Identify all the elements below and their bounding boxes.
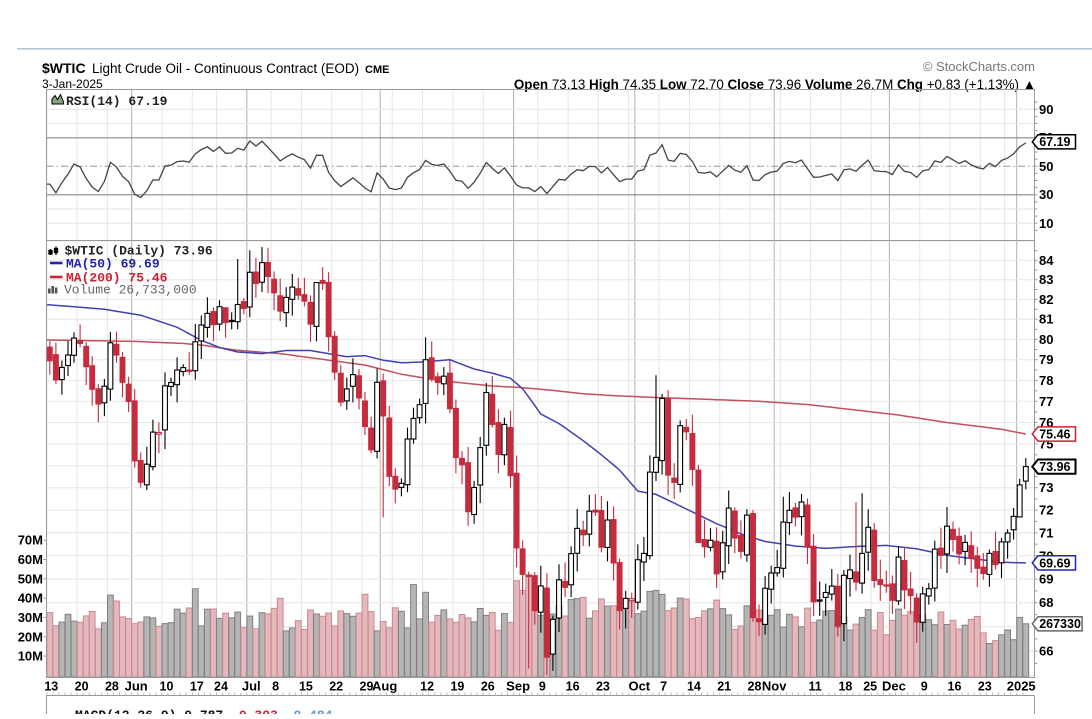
svg-text:84: 84 (1039, 253, 1054, 268)
svg-text:9: 9 (921, 680, 928, 694)
svg-text:7: 7 (660, 680, 667, 694)
svg-text:10: 10 (1039, 216, 1053, 231)
svg-text:Dec: Dec (882, 679, 906, 694)
svg-text:Sep: Sep (506, 679, 530, 694)
svg-text:13: 13 (44, 680, 58, 694)
svg-text:16: 16 (566, 680, 580, 694)
svg-text:75.46: 75.46 (1039, 427, 1070, 441)
svg-text:18: 18 (838, 680, 852, 694)
svg-text:Volume 26,733,000: Volume 26,733,000 (64, 283, 197, 298)
svg-text:Nov: Nov (762, 679, 787, 694)
svg-text:28: 28 (748, 680, 762, 694)
svg-text:28: 28 (105, 680, 119, 694)
svg-text:72: 72 (1039, 503, 1053, 518)
svg-text:25: 25 (863, 680, 877, 694)
svg-text:81: 81 (1039, 312, 1053, 327)
svg-text:Open 73.13 High 74.35 Low 72.7: Open 73.13 High 74.35 Low 72.70 Close 73… (514, 77, 1036, 92)
svg-text:17: 17 (190, 680, 204, 694)
svg-text:78: 78 (1039, 373, 1053, 388)
svg-text:22: 22 (329, 680, 343, 694)
svg-text:77: 77 (1039, 394, 1053, 409)
svg-text:Aug: Aug (372, 679, 397, 694)
svg-text:CME: CME (365, 64, 389, 76)
svg-text:MA(200) 75.46: MA(200) 75.46 (66, 271, 168, 286)
svg-text:71: 71 (1039, 525, 1053, 540)
svg-text:79: 79 (1039, 352, 1053, 367)
svg-text:68: 68 (1039, 595, 1053, 610)
svg-text:10M: 10M (18, 649, 43, 664)
svg-text:90: 90 (1039, 102, 1053, 117)
svg-text:19: 19 (450, 680, 464, 694)
svg-text:RSI(14) 67.19: RSI(14) 67.19 (66, 94, 168, 109)
svg-text:11: 11 (808, 680, 821, 694)
svg-text:80: 80 (1039, 332, 1053, 347)
svg-text:66: 66 (1039, 644, 1053, 659)
svg-text:30M: 30M (18, 610, 43, 625)
svg-text:21: 21 (717, 680, 731, 694)
svg-text:Jul: Jul (242, 679, 261, 694)
svg-text:14: 14 (687, 680, 701, 694)
svg-text:29: 29 (360, 680, 374, 694)
svg-text:83: 83 (1039, 272, 1053, 287)
svg-text:$WTIC (Daily) 73.96: $WTIC (Daily) 73.96 (65, 244, 213, 259)
svg-text:73.96: 73.96 (1039, 460, 1070, 474)
svg-text:Light Crude Oil - Continuous C: Light Crude Oil - Continuous Contract (E… (92, 61, 359, 76)
svg-text:Oct: Oct (628, 679, 650, 694)
svg-text:40M: 40M (18, 591, 43, 606)
svg-text:3-Jan-2025: 3-Jan-2025 (42, 77, 103, 91)
svg-text:15: 15 (299, 680, 313, 694)
svg-text:24: 24 (214, 680, 228, 694)
svg-text:23: 23 (596, 680, 610, 694)
svg-text:9: 9 (539, 680, 546, 694)
svg-text:Jun: Jun (125, 679, 148, 694)
svg-text:267330: 267330 (1039, 617, 1081, 631)
svg-text:8: 8 (272, 680, 279, 694)
svg-text:69: 69 (1039, 572, 1053, 587)
svg-text:69.69: 69.69 (1039, 556, 1070, 570)
svg-text:12: 12 (420, 680, 434, 694)
svg-text:67.19: 67.19 (1039, 135, 1070, 149)
svg-text:MA(50) 69.69: MA(50) 69.69 (66, 257, 160, 272)
svg-text:82: 82 (1039, 292, 1053, 307)
svg-text:20: 20 (75, 680, 89, 694)
svg-text:30: 30 (1039, 187, 1053, 202)
svg-text:23: 23 (978, 680, 992, 694)
svg-text:20M: 20M (18, 629, 43, 644)
svg-text:50: 50 (1039, 159, 1053, 174)
svg-text:50M: 50M (18, 571, 43, 586)
svg-text:16: 16 (948, 680, 962, 694)
svg-text:© StockCharts.com: © StockCharts.com (923, 59, 1035, 74)
svg-text:$WTIC: $WTIC (42, 60, 86, 76)
svg-text:60M: 60M (18, 552, 43, 567)
svg-text:10: 10 (160, 680, 174, 694)
svg-text:70M: 70M (18, 533, 43, 548)
svg-text:26: 26 (481, 680, 495, 694)
svg-text:2025: 2025 (1007, 679, 1036, 694)
svg-text:MACD(12,26,9) 0.787, 0.303, 0.: MACD(12,26,9) 0.787, 0.303, 0.484 (75, 708, 333, 714)
svg-text:73: 73 (1039, 480, 1053, 495)
